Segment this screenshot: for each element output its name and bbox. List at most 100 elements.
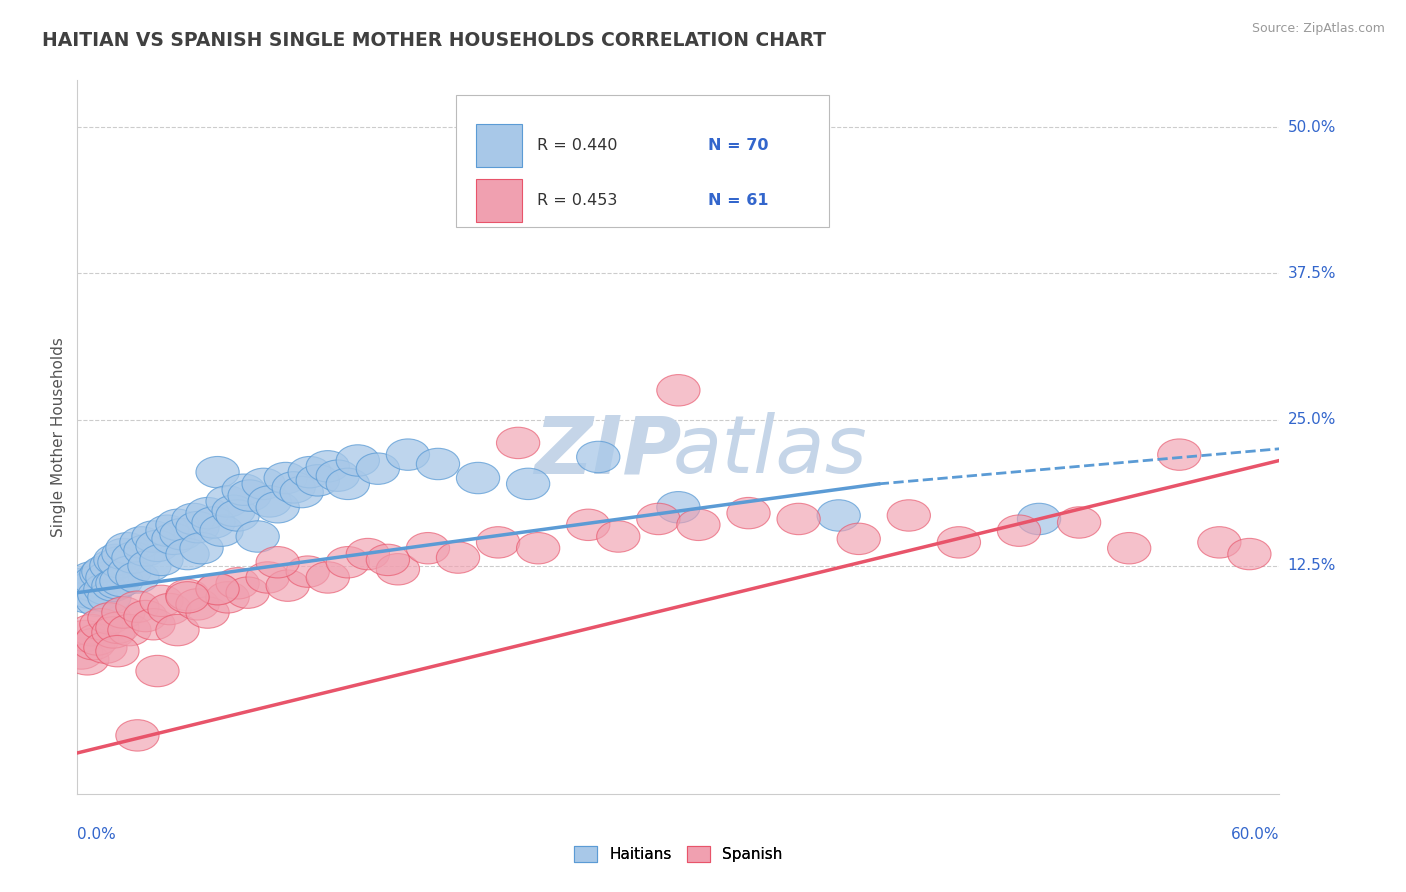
FancyBboxPatch shape (477, 124, 522, 167)
Ellipse shape (887, 500, 931, 531)
Ellipse shape (186, 597, 229, 628)
Ellipse shape (146, 515, 190, 547)
Ellipse shape (256, 547, 299, 578)
Ellipse shape (96, 612, 139, 643)
Ellipse shape (242, 468, 285, 500)
Ellipse shape (205, 582, 249, 613)
Ellipse shape (506, 468, 550, 500)
Ellipse shape (997, 515, 1040, 547)
Ellipse shape (139, 585, 183, 616)
Text: N = 70: N = 70 (709, 138, 769, 153)
Ellipse shape (336, 445, 380, 476)
Ellipse shape (139, 544, 183, 575)
Ellipse shape (62, 574, 105, 605)
Ellipse shape (115, 591, 159, 623)
Text: HAITIAN VS SPANISH SINGLE MOTHER HOUSEHOLDS CORRELATION CHART: HAITIAN VS SPANISH SINGLE MOTHER HOUSEHO… (42, 31, 827, 50)
Ellipse shape (297, 465, 339, 496)
Ellipse shape (228, 480, 271, 511)
Ellipse shape (115, 720, 159, 751)
Ellipse shape (66, 644, 110, 675)
Ellipse shape (727, 498, 770, 529)
Legend: Haitians, Spanish: Haitians, Spanish (568, 840, 789, 868)
Ellipse shape (246, 562, 290, 593)
Ellipse shape (195, 457, 239, 488)
Ellipse shape (84, 574, 127, 605)
Text: R = 0.453: R = 0.453 (537, 193, 617, 208)
Ellipse shape (778, 503, 820, 534)
Ellipse shape (217, 567, 259, 599)
Ellipse shape (637, 503, 681, 534)
Text: R = 0.440: R = 0.440 (537, 138, 617, 153)
Ellipse shape (172, 503, 215, 534)
Ellipse shape (80, 608, 122, 640)
Ellipse shape (112, 541, 155, 574)
Ellipse shape (377, 554, 419, 585)
Ellipse shape (236, 521, 280, 552)
Ellipse shape (326, 468, 370, 500)
Ellipse shape (193, 507, 235, 538)
Ellipse shape (66, 582, 110, 613)
Ellipse shape (101, 539, 145, 570)
Text: 60.0%: 60.0% (1232, 827, 1279, 841)
Ellipse shape (1157, 439, 1201, 470)
Ellipse shape (280, 476, 323, 508)
Ellipse shape (657, 375, 700, 406)
Ellipse shape (817, 500, 860, 531)
Ellipse shape (436, 541, 479, 574)
FancyBboxPatch shape (456, 95, 828, 227)
Ellipse shape (657, 491, 700, 523)
Ellipse shape (87, 603, 131, 634)
Ellipse shape (222, 474, 266, 506)
Ellipse shape (108, 556, 150, 587)
Ellipse shape (837, 523, 880, 555)
Ellipse shape (180, 533, 224, 564)
Ellipse shape (1198, 526, 1241, 558)
Text: atlas: atlas (672, 412, 868, 491)
Ellipse shape (128, 550, 172, 582)
Ellipse shape (63, 620, 107, 652)
Ellipse shape (91, 616, 135, 648)
Ellipse shape (416, 449, 460, 480)
Ellipse shape (98, 547, 141, 578)
Ellipse shape (73, 566, 117, 597)
Ellipse shape (356, 453, 399, 484)
Text: 0.0%: 0.0% (77, 827, 117, 841)
Y-axis label: Single Mother Households: Single Mother Households (51, 337, 66, 537)
Ellipse shape (156, 615, 200, 646)
Ellipse shape (285, 556, 329, 587)
Ellipse shape (516, 533, 560, 564)
Ellipse shape (72, 570, 115, 601)
Ellipse shape (132, 521, 176, 552)
Ellipse shape (576, 442, 620, 473)
Ellipse shape (226, 577, 270, 608)
Ellipse shape (152, 523, 195, 555)
Ellipse shape (84, 632, 127, 664)
Ellipse shape (132, 608, 176, 640)
Ellipse shape (256, 491, 299, 523)
Ellipse shape (166, 579, 209, 611)
Ellipse shape (108, 615, 150, 646)
Ellipse shape (72, 629, 115, 660)
Ellipse shape (101, 597, 145, 628)
Ellipse shape (186, 498, 229, 529)
Ellipse shape (166, 539, 209, 570)
Ellipse shape (1057, 507, 1101, 538)
Ellipse shape (120, 526, 163, 558)
Ellipse shape (63, 567, 107, 599)
Ellipse shape (82, 556, 125, 587)
FancyBboxPatch shape (477, 179, 522, 222)
Ellipse shape (195, 574, 239, 605)
Ellipse shape (87, 582, 131, 613)
Ellipse shape (288, 457, 332, 488)
Ellipse shape (70, 562, 112, 593)
Ellipse shape (496, 427, 540, 458)
Ellipse shape (596, 521, 640, 552)
Ellipse shape (94, 544, 136, 575)
Ellipse shape (59, 638, 103, 669)
Ellipse shape (316, 460, 360, 491)
Ellipse shape (105, 533, 149, 564)
Ellipse shape (176, 589, 219, 620)
Ellipse shape (266, 570, 309, 601)
Ellipse shape (136, 656, 179, 687)
Ellipse shape (148, 593, 191, 624)
